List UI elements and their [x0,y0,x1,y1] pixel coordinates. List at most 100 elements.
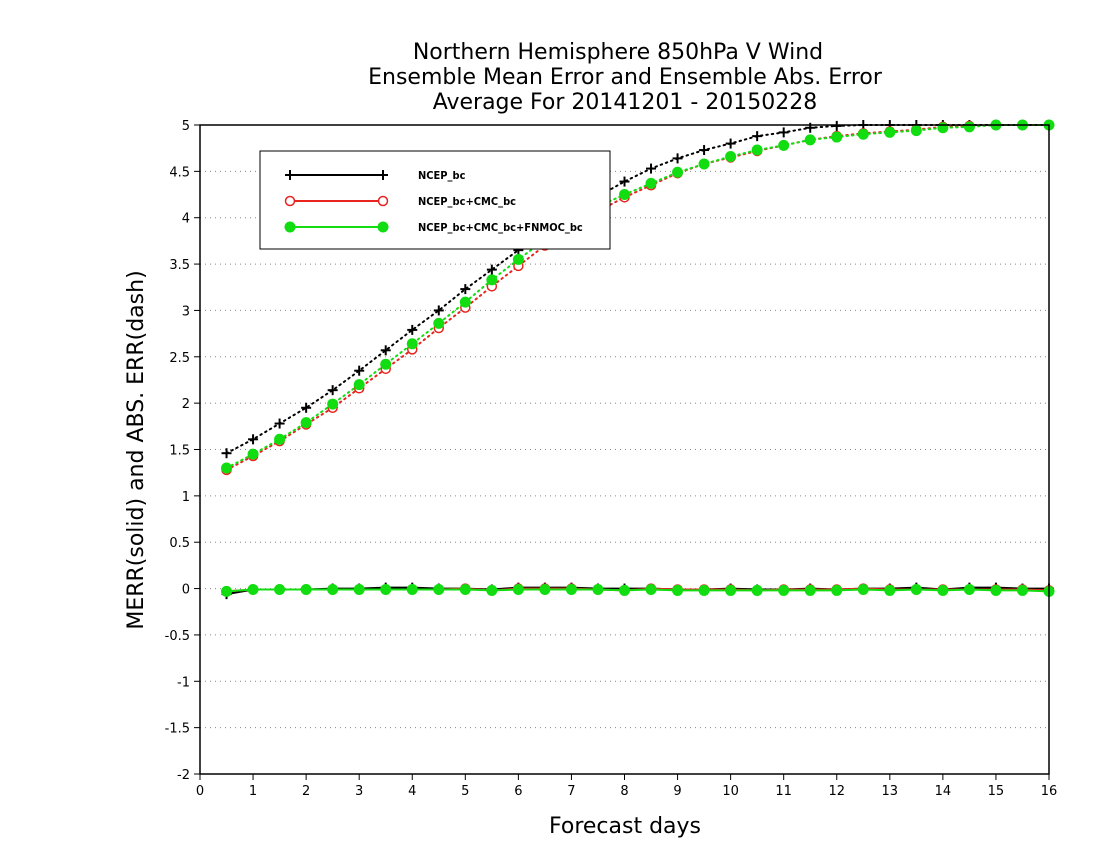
gridlines [200,170,1049,729]
mean-err-point [619,584,630,596]
y-tick-label: 3.5 [169,258,190,273]
abs-err-point [857,128,869,140]
y-tick-label: 3 [182,304,190,319]
legend-entry: NCEP_bc+CMC_bc+FNMOC_bc [284,221,583,234]
legend-marker [378,170,388,180]
abs-err-point [459,296,471,308]
mean-err-point [725,584,737,596]
abs-err-point [831,120,842,131]
x-tick-label: 4 [408,784,416,799]
abs-err-point [353,379,365,391]
abs-err-point [725,138,736,149]
legend: NCEP_bc NCEP_bc+CMC_bc NCEP_bc+CMC_bc+FNMO… [259,150,611,250]
y-tick-label: 2 [182,397,190,412]
abs-err-point [486,264,497,275]
mean-err-point [910,583,922,595]
abs-err-point [699,145,710,156]
y-tick-label: 1.5 [169,444,190,459]
mean-err-point [884,584,896,596]
y-axis-label: MERR(solid) and ABS. ERR(dash) [124,270,149,629]
abs-err-point [274,418,285,429]
mean-err-point [433,583,445,595]
y-tick-label: -1.5 [165,722,190,737]
mean-err-point [937,584,949,596]
abs-err-point [221,462,233,474]
abs-err-point [433,305,444,316]
abs-err-point [778,127,789,138]
y-tick-label: 0 [182,583,190,598]
abs-err-point [804,134,816,146]
legend-label: NCEP_bc+CMC_bc+FNMOC_bc [418,221,583,234]
abs-err-point [274,433,286,445]
mean-err-point [645,583,657,595]
abs-err-point [725,151,737,163]
abs-err-point [910,125,922,137]
mean-err-line-ncep-bc-cmc-bc-fnmoc-bc [226,588,1050,593]
abs-err-point [247,448,259,460]
y-tick-label: -0.5 [165,629,190,644]
abs-err-point [406,338,418,350]
mean-err-point [300,583,312,595]
legend-marker [285,170,295,180]
abs-err-point [778,139,790,151]
legend-label: NCEP_bc [418,169,466,182]
mean-err-point [247,583,259,595]
x-tick-label: 13 [882,784,899,799]
y-tick-label: 5 [182,119,190,134]
x-tick-label: 7 [567,784,575,799]
y-tick-label: 0.5 [169,536,190,551]
mean-err-point [565,583,577,595]
abs-err-point [407,324,418,335]
legend-entry: NCEP_bc+CMC_bc [284,195,516,208]
y-tick-label: 4.5 [169,165,190,180]
abs-err-point [672,153,683,164]
abs-err-point [831,131,843,143]
abs-err-point [301,402,312,413]
x-tick-label: 6 [514,784,522,799]
x-tick-label: 8 [620,784,628,799]
mean-err-point [327,583,339,595]
x-tick-label: 2 [302,784,310,799]
mean-err-point [698,584,710,596]
abs-err-line-ncep-bc [225,124,1050,455]
y-tick-label: 2.5 [169,351,190,366]
y-tick-label: 4 [182,212,190,227]
mean-err-point [1016,584,1028,596]
mean-err-point [274,583,286,595]
x-tick-label: 3 [355,784,363,799]
mean-err-point [831,584,843,596]
abs-err-point [752,131,763,142]
abs-err-point [460,284,471,295]
mean-err-point [406,583,418,595]
legend-marker [377,195,389,207]
mean-err-point [804,584,816,596]
legend-entry: NCEP_bc [285,169,466,182]
abs-err-point [963,121,975,133]
x-tick-label: 15 [988,784,1005,799]
plot-frame [199,124,1050,775]
mean-err-point [963,583,975,595]
abs-err-point [645,177,657,189]
abs-err-point [646,163,657,174]
abs-err-point [221,448,232,459]
legend-label: NCEP_bc+CMC_bc [418,195,516,208]
mean-err-point [221,585,233,597]
abs-err-point [380,358,392,370]
x-axis-label: Forecast days [549,814,701,839]
mean-err-point [380,583,392,595]
abs-err-point [327,398,339,410]
x-tick-label: 1 [249,784,257,799]
x-tick-label: 12 [828,784,845,799]
abs-err-point [619,189,630,201]
abs-err-point [248,434,259,445]
x-tick-label: 16 [1041,784,1058,799]
abs-err-point [698,158,710,170]
abs-err-point [327,385,338,396]
abs-err-point [380,345,391,356]
mean-err-point [539,583,551,595]
mean-err-point [751,584,763,596]
abs-err-point [884,126,896,138]
abs-err-point [512,253,524,265]
y-tick-label: -2 [177,768,190,783]
mean-err-point [353,583,365,595]
